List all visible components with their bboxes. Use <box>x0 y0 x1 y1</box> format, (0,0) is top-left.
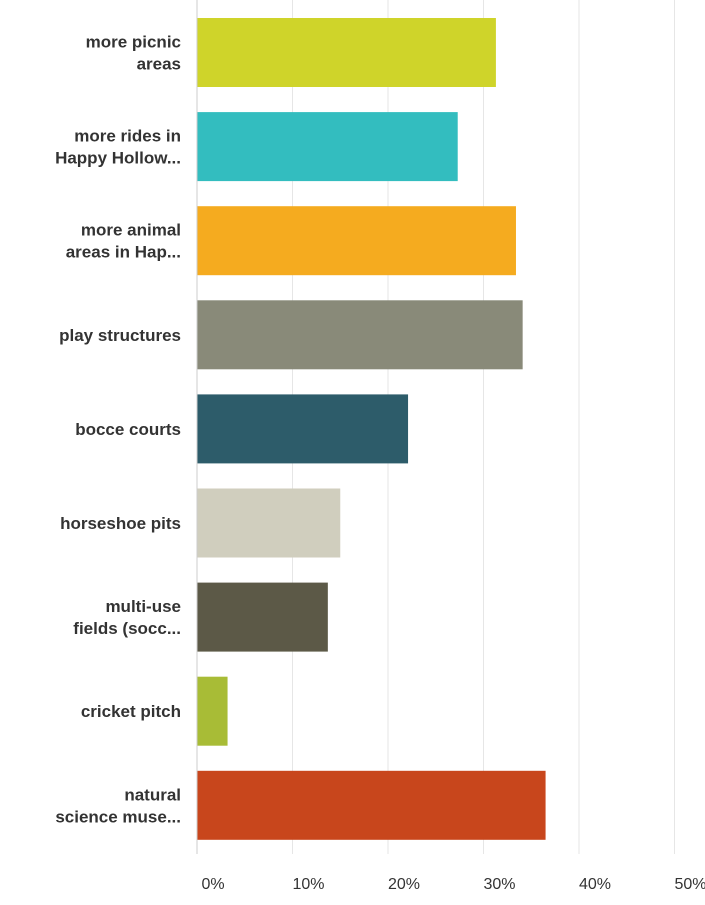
category-label-line: horseshoe pits <box>60 514 181 533</box>
category-label-line: Happy Hollow... <box>55 149 181 168</box>
category-label-line: more rides in <box>74 127 181 146</box>
bar-2[interactable] <box>197 206 516 276</box>
category-label-5: horseshoe pits <box>60 514 181 533</box>
bar-6[interactable] <box>197 582 328 652</box>
category-label-line: more picnic <box>86 33 181 52</box>
category-label-8: natural science muse... <box>55 785 181 826</box>
tick-label-layer: 0% 10% 20% 30% 40% 50% <box>201 876 705 893</box>
bar-layer <box>197 18 546 840</box>
category-label-2: more animal areas in Hap... <box>66 221 181 262</box>
category-label-line: cricket pitch <box>81 702 181 721</box>
category-label-3: play structures <box>59 326 181 345</box>
bar-8[interactable] <box>197 770 546 840</box>
x-tick-label-30: 30% <box>483 876 515 893</box>
bar-1[interactable] <box>197 112 458 182</box>
x-tick-label-50: 50% <box>674 876 705 893</box>
bar-7[interactable] <box>197 676 228 746</box>
category-label-line: science muse... <box>55 807 181 826</box>
category-label-6: multi-use fields (socc... <box>73 597 181 638</box>
category-label-line: play structures <box>59 326 181 345</box>
bar-0[interactable] <box>197 18 496 87</box>
category-label-line: fields (socc... <box>73 619 181 638</box>
category-label-line: bocce courts <box>75 420 181 439</box>
x-tick-label-40: 40% <box>579 876 611 893</box>
bar-3[interactable] <box>197 300 523 370</box>
category-label-line: areas in Hap... <box>66 243 181 262</box>
category-label-0: more picnic areas <box>86 33 181 74</box>
x-tick-label-20: 20% <box>388 876 420 893</box>
category-label-layer: more picnic areas more rides in Happy Hollo… <box>55 33 181 827</box>
category-label-1: more rides in Happy Hollow... <box>55 127 181 168</box>
category-label-line: multi-use <box>105 597 181 616</box>
bar-5[interactable] <box>197 488 341 558</box>
category-label-line: areas <box>137 55 181 74</box>
category-label-line: more animal <box>81 221 181 240</box>
bar-4[interactable] <box>197 394 409 464</box>
category-label-4: bocce courts <box>75 420 181 439</box>
x-tick-label-10: 10% <box>292 876 324 893</box>
category-label-line: natural <box>124 785 181 804</box>
x-tick-label-0: 0% <box>201 876 224 893</box>
category-label-7: cricket pitch <box>81 702 181 721</box>
